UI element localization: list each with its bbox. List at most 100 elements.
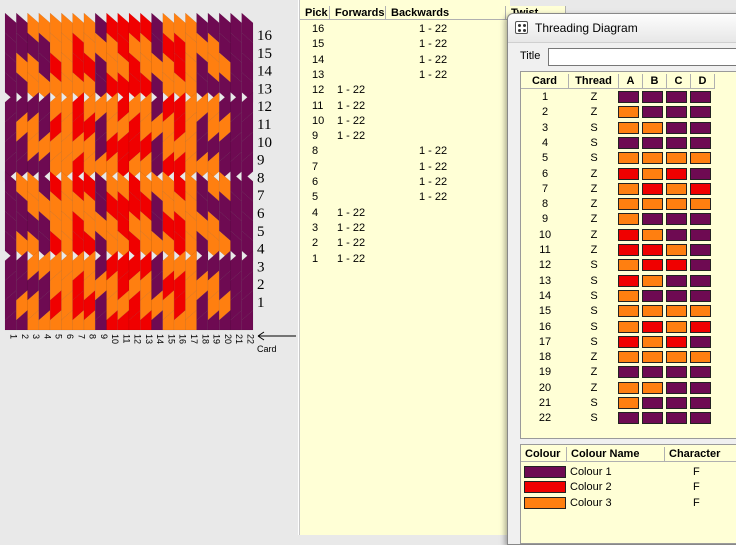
- hole-d-cell[interactable]: [690, 289, 711, 302]
- pick-row[interactable]: 12 1 - 22: [300, 83, 510, 98]
- thread-direction[interactable]: Z: [590, 213, 598, 226]
- hole-a-cell[interactable]: [618, 106, 639, 119]
- hole-a-cell[interactable]: [618, 167, 639, 180]
- card-row[interactable]: 12 S: [521, 258, 736, 273]
- pick-row[interactable]: 5 1 - 22: [300, 190, 510, 205]
- hole-b-cell[interactable]: [642, 351, 663, 364]
- thread-direction[interactable]: S: [590, 121, 598, 134]
- colour-row[interactable]: Colour 1 F: [521, 465, 736, 480]
- hole-a-cell[interactable]: [618, 381, 639, 394]
- hole-c-cell[interactable]: [666, 259, 687, 272]
- hole-a-cell[interactable]: [618, 182, 639, 195]
- hole-b-cell[interactable]: [642, 91, 663, 103]
- card-row[interactable]: 11 Z: [521, 243, 736, 258]
- pick-row[interactable]: 9 1 - 22: [300, 129, 510, 144]
- thread-direction[interactable]: Z: [590, 351, 598, 364]
- hole-a-cell[interactable]: [618, 91, 639, 103]
- thread-direction[interactable]: Z: [590, 381, 598, 394]
- hole-d-cell[interactable]: [690, 366, 711, 379]
- colour-name-column-header[interactable]: Colour Name: [567, 447, 665, 462]
- hole-c-cell[interactable]: [666, 412, 687, 425]
- thread-direction[interactable]: Z: [590, 106, 598, 119]
- card-row[interactable]: 13 S: [521, 274, 736, 289]
- hole-d-cell[interactable]: [690, 320, 711, 333]
- hole-a-column-header[interactable]: A: [619, 74, 643, 89]
- window-title-bar[interactable]: Threading Diagram: [508, 14, 736, 43]
- threading-diagram-window[interactable]: Threading Diagram Title Card Thread A B …: [507, 13, 736, 545]
- pick-row[interactable]: 4 1 - 22: [300, 206, 510, 221]
- thread-direction[interactable]: S: [590, 335, 598, 348]
- colour-swatch[interactable]: [524, 481, 566, 494]
- pick-row[interactable]: 16 1 - 22: [300, 22, 510, 37]
- hole-c-cell[interactable]: [666, 397, 687, 409]
- thread-direction[interactable]: S: [590, 320, 598, 333]
- hole-d-cell[interactable]: [690, 106, 711, 119]
- forwards-column-header[interactable]: Forwards: [330, 6, 386, 20]
- hole-a-cell[interactable]: [618, 259, 639, 272]
- hole-c-cell[interactable]: [666, 274, 687, 287]
- hole-b-cell[interactable]: [642, 320, 663, 333]
- card-row[interactable]: 15 S: [521, 304, 736, 319]
- thread-direction[interactable]: S: [590, 397, 598, 409]
- thread-column-header[interactable]: Thread: [569, 74, 619, 89]
- hole-c-cell[interactable]: [666, 91, 687, 103]
- pick-row[interactable]: 8 1 - 22: [300, 144, 510, 159]
- colour-row[interactable]: Colour 3 F: [521, 496, 736, 511]
- hole-b-cell[interactable]: [642, 121, 663, 134]
- hole-b-cell[interactable]: [642, 259, 663, 272]
- hole-b-cell[interactable]: [642, 366, 663, 379]
- hole-d-cell[interactable]: [690, 228, 711, 241]
- hole-b-cell[interactable]: [642, 106, 663, 119]
- hole-d-cell[interactable]: [690, 244, 711, 256]
- pick-row[interactable]: 15 1 - 22: [300, 37, 510, 52]
- hole-a-cell[interactable]: [618, 121, 639, 134]
- hole-d-cell[interactable]: [690, 274, 711, 287]
- hole-c-cell[interactable]: [666, 136, 687, 149]
- pick-row[interactable]: 10 1 - 22: [300, 114, 510, 129]
- thread-direction[interactable]: S: [590, 412, 598, 425]
- pick-column-header[interactable]: Pick: [300, 6, 330, 20]
- hole-d-cell[interactable]: [690, 305, 711, 318]
- card-row[interactable]: 16 S: [521, 320, 736, 335]
- hole-d-cell[interactable]: [690, 351, 711, 364]
- panel-splitter[interactable]: [298, 0, 300, 535]
- hole-c-cell[interactable]: [666, 182, 687, 195]
- hole-b-cell[interactable]: [642, 198, 663, 211]
- thread-direction[interactable]: Z: [590, 198, 598, 211]
- thread-direction[interactable]: Z: [590, 167, 598, 180]
- thread-direction[interactable]: Z: [590, 182, 598, 195]
- hole-d-cell[interactable]: [690, 136, 711, 149]
- thread-direction[interactable]: Z: [590, 228, 598, 241]
- hole-a-cell[interactable]: [618, 320, 639, 333]
- hole-d-cell[interactable]: [690, 397, 711, 409]
- card-row[interactable]: 21 S: [521, 396, 736, 411]
- hole-a-cell[interactable]: [618, 244, 639, 256]
- hole-a-cell[interactable]: [618, 366, 639, 379]
- thread-direction[interactable]: S: [590, 136, 598, 149]
- hole-d-cell[interactable]: [690, 213, 711, 226]
- hole-c-cell[interactable]: [666, 198, 687, 211]
- hole-d-cell[interactable]: [690, 121, 711, 134]
- card-row[interactable]: 14 S: [521, 289, 736, 304]
- colour-swatch[interactable]: [524, 466, 566, 478]
- hole-c-column-header[interactable]: C: [667, 74, 691, 89]
- card-row[interactable]: 17 S: [521, 335, 736, 350]
- pick-row[interactable]: 11 1 - 22: [300, 99, 510, 114]
- backwards-column-header[interactable]: Backwards: [386, 6, 506, 20]
- colour-swatch[interactable]: [524, 496, 566, 509]
- hole-b-cell[interactable]: [642, 335, 663, 348]
- hole-a-cell[interactable]: [618, 198, 639, 211]
- pick-row[interactable]: 6 1 - 22: [300, 175, 510, 190]
- card-row[interactable]: 19 Z: [521, 365, 736, 380]
- hole-b-column-header[interactable]: B: [643, 74, 667, 89]
- card-row[interactable]: 10 Z: [521, 228, 736, 243]
- hole-a-cell[interactable]: [618, 305, 639, 318]
- hole-c-cell[interactable]: [666, 106, 687, 119]
- pick-row[interactable]: 3 1 - 22: [300, 221, 510, 236]
- pick-row[interactable]: 2 1 - 22: [300, 236, 510, 251]
